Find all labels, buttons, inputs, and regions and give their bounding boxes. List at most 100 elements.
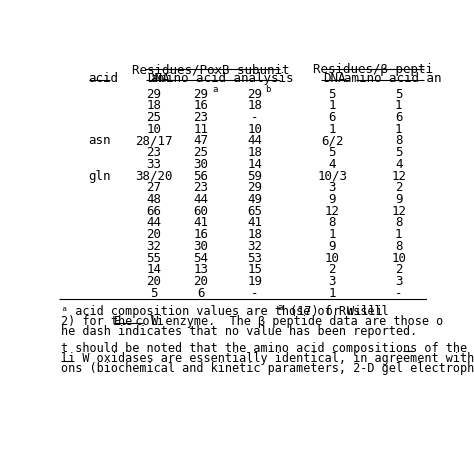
Text: 25: 25	[193, 146, 209, 159]
Text: 8: 8	[328, 217, 336, 229]
Text: 1: 1	[395, 123, 402, 136]
Text: 23: 23	[146, 146, 161, 159]
Text: 44: 44	[247, 135, 262, 147]
Text: 6: 6	[197, 287, 205, 300]
Text: 54: 54	[193, 252, 209, 264]
Text: amino acid an: amino acid an	[344, 72, 441, 84]
Text: 20: 20	[146, 228, 161, 241]
Text: 2: 2	[395, 182, 402, 194]
Text: DNA: DNA	[323, 72, 346, 84]
Text: 12: 12	[391, 205, 406, 218]
Text: 9: 9	[328, 240, 336, 253]
Text: 30: 30	[193, 158, 209, 171]
Text: 2: 2	[395, 263, 402, 276]
Text: a: a	[212, 85, 217, 94]
Text: 29: 29	[247, 88, 262, 100]
Text: 18: 18	[247, 228, 262, 241]
Text: Residues/PoxB subunit: Residues/PoxB subunit	[132, 63, 289, 76]
Text: 5: 5	[328, 146, 336, 159]
Text: 12: 12	[325, 205, 339, 218]
Text: 8: 8	[395, 240, 402, 253]
Text: acid: acid	[89, 72, 118, 84]
Text: he dash indicates that no value has been reported.: he dash indicates that no value has been…	[61, 325, 417, 337]
Text: -: -	[251, 111, 258, 124]
Text: 56: 56	[193, 170, 209, 182]
Text: 5: 5	[395, 146, 402, 159]
Text: 41: 41	[247, 217, 262, 229]
Text: 23: 23	[193, 111, 209, 124]
Text: 2: 2	[328, 263, 336, 276]
Text: 18: 18	[146, 100, 161, 112]
Text: 8: 8	[395, 135, 402, 147]
Text: 30: 30	[193, 240, 209, 253]
Text: 28/17: 28/17	[135, 135, 173, 147]
Text: 16: 16	[193, 228, 209, 241]
Text: 13: 13	[193, 263, 209, 276]
Text: 6: 6	[328, 111, 336, 124]
Text: 4: 4	[328, 158, 336, 171]
Text: 29: 29	[247, 182, 262, 194]
Text: 1: 1	[328, 123, 336, 136]
Text: 38/20: 38/20	[135, 170, 173, 182]
Text: 1: 1	[328, 228, 336, 241]
Text: ᵃ acid composition values are those of Russell: ᵃ acid composition values are those of R…	[61, 304, 389, 318]
Text: Residues/β pepti: Residues/β pepti	[313, 63, 433, 76]
Text: 15: 15	[247, 263, 262, 276]
Text: 60: 60	[193, 205, 209, 218]
Text: 1: 1	[328, 287, 336, 300]
Text: 10: 10	[325, 252, 339, 264]
Text: 6/2: 6/2	[321, 135, 343, 147]
Text: 1: 1	[395, 100, 402, 112]
Text: t should be noted that the amino acid compositions of the E.: t should be noted that the amino acid co…	[61, 342, 474, 355]
Text: 6: 6	[395, 111, 402, 124]
Text: 59: 59	[247, 170, 262, 182]
Text: 10: 10	[146, 123, 161, 136]
Text: -: -	[251, 287, 258, 300]
Text: 10: 10	[391, 252, 406, 264]
Text: 5: 5	[328, 88, 336, 100]
Text: 44: 44	[146, 217, 161, 229]
Text: 3: 3	[395, 275, 402, 288]
Text: 11: 11	[193, 123, 209, 136]
Text: 20: 20	[146, 275, 161, 288]
Text: 10: 10	[247, 123, 262, 136]
Text: amino acid analysis: amino acid analysis	[151, 72, 293, 84]
Text: 20: 20	[193, 275, 209, 288]
Text: 1: 1	[328, 100, 336, 112]
Text: 4: 4	[395, 158, 402, 171]
Text: 14: 14	[146, 263, 161, 276]
Text: gln: gln	[89, 170, 111, 182]
Text: E. coli: E. coli	[113, 315, 164, 328]
Text: 1: 1	[395, 228, 402, 241]
Text: 32: 32	[247, 240, 262, 253]
Text: 18: 18	[247, 100, 262, 112]
Text: 18: 18	[247, 146, 262, 159]
Text: li W oxidases are essentially identical, in agreement with p: li W oxidases are essentially identical,…	[61, 352, 474, 365]
Text: 9: 9	[328, 193, 336, 206]
Text: 12: 12	[391, 170, 406, 182]
Text: asn: asn	[89, 135, 111, 147]
Text: 65: 65	[247, 205, 262, 218]
Text: 9: 9	[395, 193, 402, 206]
Text: 3: 3	[328, 275, 336, 288]
Text: 3: 3	[328, 182, 336, 194]
Text: 29: 29	[146, 88, 161, 100]
Text: 33: 33	[146, 158, 161, 171]
Text: 47: 47	[193, 135, 209, 147]
Text: b: b	[265, 85, 271, 94]
Text: 66: 66	[146, 205, 161, 218]
Text: 2) for the: 2) for the	[61, 315, 139, 328]
Text: a: a	[278, 303, 283, 312]
Text: 48: 48	[146, 193, 161, 206]
Text: 27: 27	[146, 182, 161, 194]
Text: ons (biochemical and kinetic parameters, 2-D gel electrophor: ons (biochemical and kinetic parameters,…	[61, 362, 474, 375]
Text: 29: 29	[193, 88, 209, 100]
Text: 41: 41	[193, 217, 209, 229]
Text: 55: 55	[146, 252, 161, 264]
Text: 19: 19	[247, 275, 262, 288]
Text: DNA: DNA	[147, 72, 170, 84]
Text: 8: 8	[395, 217, 402, 229]
Text: 14: 14	[247, 158, 262, 171]
Text: W enzyme.  The β peptide data are those o: W enzyme. The β peptide data are those o	[145, 315, 444, 328]
Text: 44: 44	[193, 193, 209, 206]
